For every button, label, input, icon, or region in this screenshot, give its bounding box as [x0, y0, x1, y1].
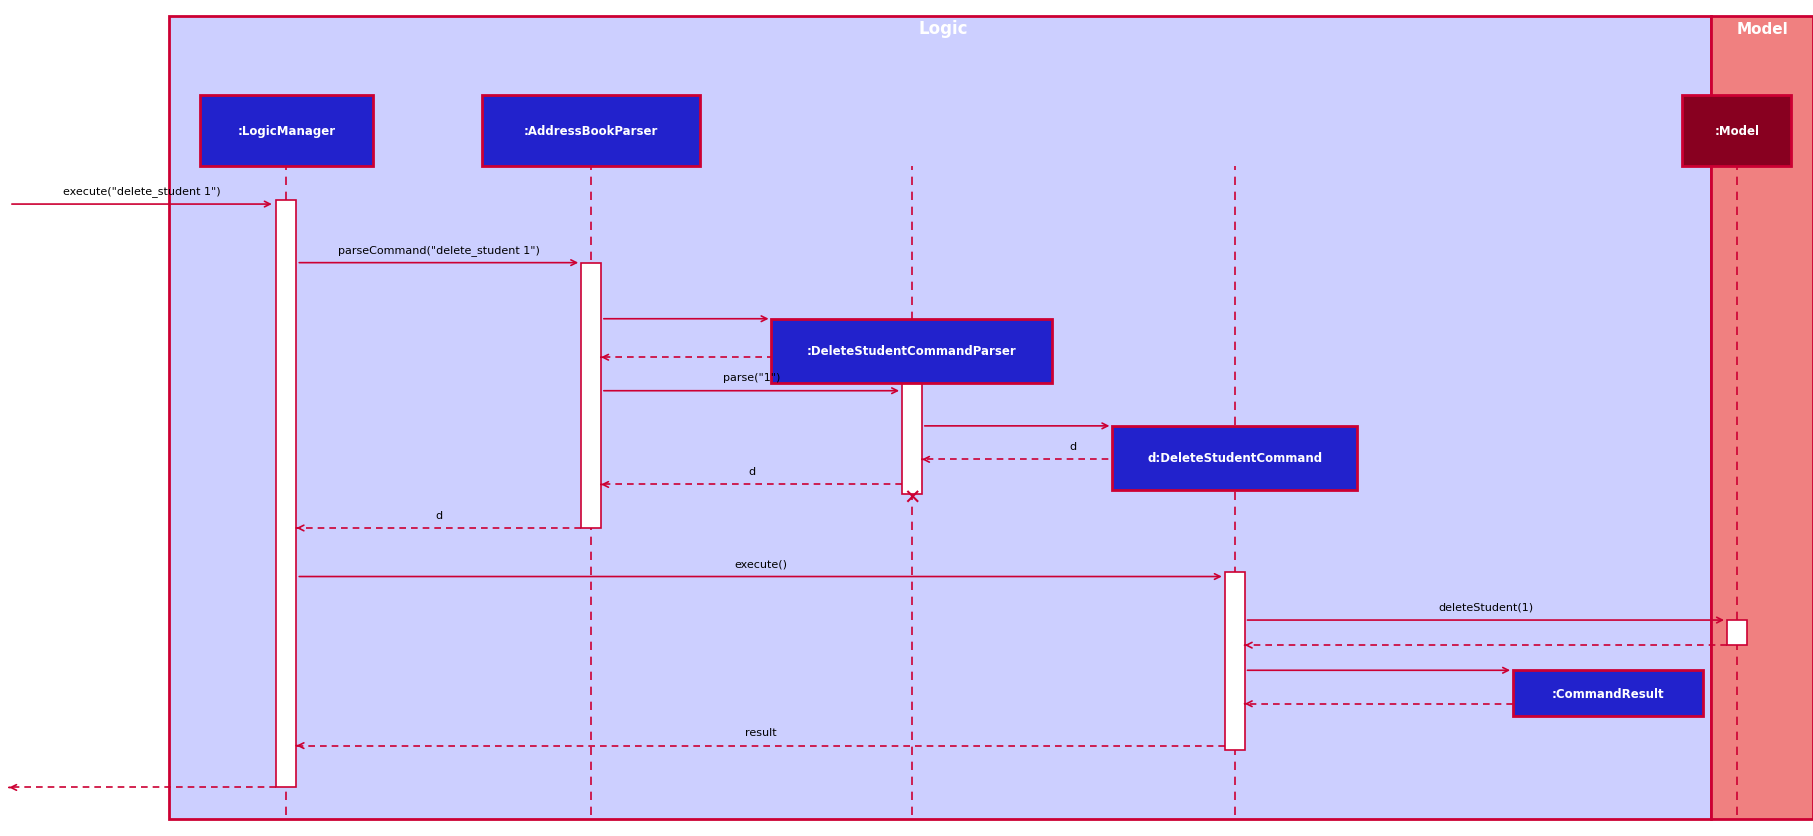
Text: Logic: Logic — [917, 20, 968, 38]
Bar — [1599, 696, 1619, 716]
Text: execute("delete_student 1"): execute("delete_student 1") — [63, 186, 221, 197]
Text: ✕: ✕ — [903, 488, 921, 508]
Bar — [169, 17, 1711, 819]
Text: d: d — [435, 510, 442, 520]
Bar — [1512, 670, 1702, 716]
Text: :Model: :Model — [1715, 125, 1759, 138]
Bar — [1682, 96, 1791, 167]
Bar — [580, 263, 600, 528]
Bar — [199, 96, 373, 167]
Text: d: d — [1070, 441, 1077, 451]
Text: Model: Model — [1737, 22, 1788, 37]
Text: deleteStudent(1): deleteStudent(1) — [1438, 602, 1534, 612]
Text: parseCommand("delete_student 1"): parseCommand("delete_student 1") — [337, 244, 540, 256]
Bar — [1113, 426, 1356, 490]
Text: result: result — [745, 727, 776, 737]
Text: :CommandResult: :CommandResult — [1552, 687, 1664, 700]
Text: :DeleteStudentCommandParser: :DeleteStudentCommandParser — [807, 344, 1017, 358]
Text: execute(): execute() — [734, 558, 787, 568]
Bar — [1226, 431, 1246, 456]
Bar — [482, 96, 700, 167]
Bar — [1726, 620, 1746, 645]
Bar — [1711, 17, 1813, 819]
Text: :AddressBookParser: :AddressBookParser — [524, 125, 658, 138]
Text: d:DeleteStudentCommand: d:DeleteStudentCommand — [1148, 451, 1322, 465]
Bar — [1226, 573, 1246, 750]
Text: parse("1"): parse("1") — [723, 373, 780, 383]
Text: :LogicManager: :LogicManager — [238, 125, 335, 138]
Text: d: d — [749, 466, 754, 477]
Bar — [772, 319, 1052, 383]
Bar — [276, 201, 297, 788]
Bar — [901, 324, 921, 494]
